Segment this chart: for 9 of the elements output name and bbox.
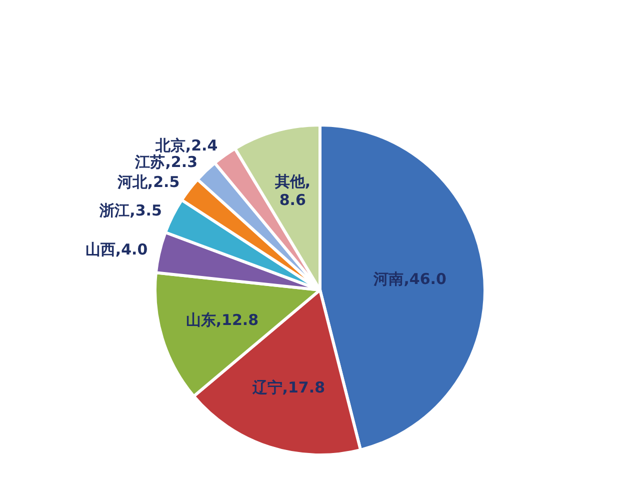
slice-label: 山西,4.0: [85, 240, 148, 258]
slice-label: 江苏,2.3: [134, 153, 198, 172]
slice-label: 河北,2.5: [116, 173, 180, 192]
slice-label: 辽宁,17.8: [251, 378, 326, 396]
slice-label: 浙江,3.5: [98, 201, 162, 220]
slice-label: 其他,8.6: [274, 172, 311, 210]
slice-label: 北京,2.4: [154, 136, 218, 155]
slice-label: 山东,12.8: [186, 310, 259, 329]
slice-label: 河南,46.0: [372, 270, 446, 288]
